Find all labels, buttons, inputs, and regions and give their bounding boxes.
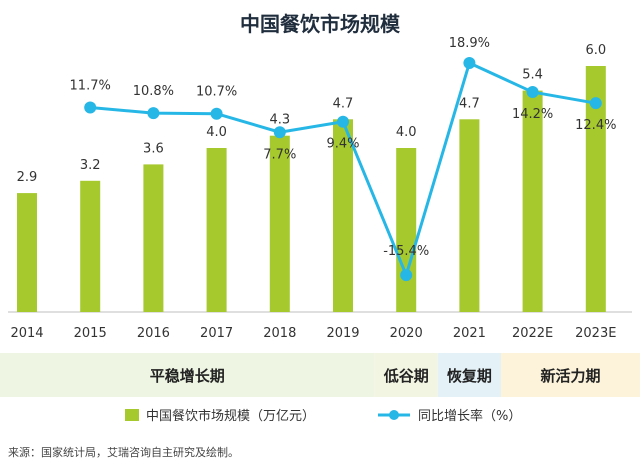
phase-band: [437, 353, 501, 397]
bar-value-label: 4.7: [459, 96, 480, 111]
growth-point: [84, 101, 97, 114]
x-tick-label: 2014: [10, 326, 43, 341]
bar: [17, 193, 37, 312]
growth-point: [589, 97, 602, 110]
legend-bar-swatch: [125, 409, 139, 421]
phase-label: 低谷期: [383, 367, 429, 385]
x-tick-label: 2023E: [575, 326, 616, 341]
legend-bar-label: 中国餐饮市场规模（万亿元）: [146, 408, 315, 424]
x-tick-label: 2020: [390, 326, 423, 341]
bar-value-label: 3.6: [143, 141, 164, 156]
bar-series: [17, 66, 606, 312]
growth-point: [337, 115, 349, 128]
growth-point: [400, 269, 413, 282]
growth-value-label: 10.7%: [196, 85, 237, 100]
bar-value-label: 4.0: [206, 125, 227, 140]
x-tick-label: 2017: [200, 326, 233, 341]
phase-band: [501, 353, 640, 397]
growth-value-label: 11.7%: [70, 79, 111, 94]
bar-value-label: 4.0: [396, 125, 417, 140]
growth-value-label: 7.7%: [263, 147, 296, 162]
growth-value-label: 18.9%: [449, 36, 490, 51]
phase-band: [374, 353, 438, 397]
x-tick-label: 2019: [326, 326, 359, 341]
bar: [333, 119, 353, 312]
growth-rate-points: [84, 56, 602, 282]
phase-bands: 平稳增长期 低谷期 恢复期 新活力期: [0, 353, 640, 397]
bar-value-label: 3.2: [80, 158, 101, 173]
x-tick-label: 2016: [137, 326, 170, 341]
growth-point: [273, 126, 286, 139]
x-tick-label: 2021: [453, 326, 486, 341]
bar-value-label: 2.9: [17, 170, 38, 185]
growth-value-label: 10.8%: [133, 84, 174, 99]
phase-label: 恢复期: [447, 367, 492, 385]
source-note: 来源：国家统计局，艾瑞咨询自主研究及绘制。: [8, 446, 239, 459]
x-tick-label: 2015: [74, 326, 107, 341]
growth-value-label: 9.4%: [326, 137, 359, 152]
x-tick-label: 2022E: [512, 326, 553, 341]
legend-line-dot: [389, 410, 399, 420]
bar-value-label: 4.7: [333, 96, 354, 111]
legend-line-label: 同比增长率（%）: [418, 408, 521, 424]
phase-band: [0, 353, 375, 397]
chart-title: 中国餐饮市场规模: [240, 12, 400, 36]
growth-value-label: 14.2%: [512, 107, 553, 122]
bar: [269, 135, 290, 312]
phase-label: 新活力期: [540, 367, 600, 385]
growth-value-label: -15.4%: [383, 244, 429, 259]
legend: 中国餐饮市场规模（万亿元） 同比增长率（%）: [125, 408, 521, 424]
growth-point: [463, 56, 476, 69]
x-axis-ticks: 2014 2015 2016 2017 2018 2019 2020 2021 2022E 202…: [10, 326, 616, 341]
bar: [585, 66, 606, 312]
growth-rate-labels: 11.7% 10.8% 10.7% 7.7% 9.4% -15.4% 18.9% 14.2% 1…: [70, 36, 617, 259]
growth-point: [210, 107, 223, 120]
bar: [143, 164, 164, 312]
bar: [522, 90, 543, 312]
bar: [80, 180, 101, 312]
phase-label: 平稳增长期: [150, 367, 225, 385]
bar-value-label: 4.3: [269, 113, 290, 128]
bar-value-label: 6.0: [585, 43, 606, 58]
bar: [206, 148, 227, 312]
growth-value-label: 12.4%: [575, 118, 616, 133]
bar: [396, 148, 417, 312]
growth-point: [526, 86, 539, 99]
bar-labels: 2.9 3.2 3.6 4.0 4.3 4.7 4.0 4.7 5.4 6.0: [17, 43, 606, 185]
bar-value-label: 5.4: [522, 68, 543, 83]
x-tick-label: 2018: [263, 326, 296, 341]
bar: [459, 119, 480, 312]
growth-point: [147, 107, 160, 120]
